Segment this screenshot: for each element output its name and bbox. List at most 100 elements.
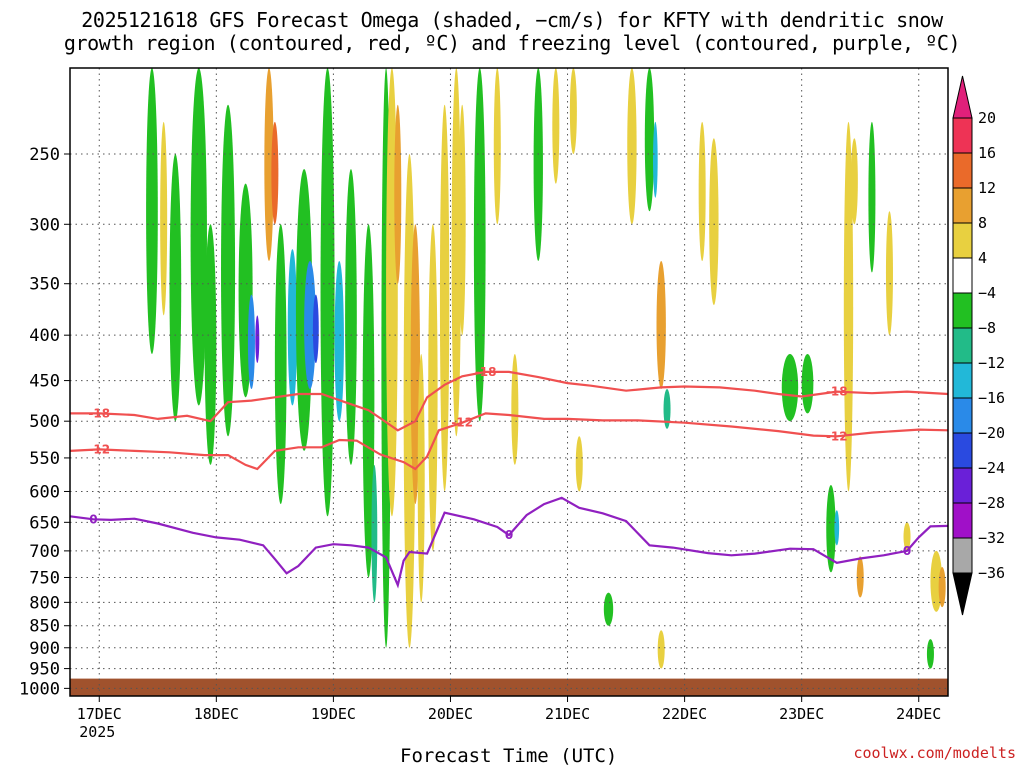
y-tick-label: 750 [29,568,60,588]
omega-shading-layer [146,68,946,669]
omega-shade-patch [698,121,706,262]
chart-title-line-2: growth region (contoured, red, ºC) and f… [63,31,961,55]
omega-shade-patch [271,121,279,225]
x-axis-label: Forecast Time (UTC) [400,745,618,767]
y-tick-label: 300 [29,215,60,235]
colorbar-tick-label: −8 [978,319,996,337]
omega-shade-patch [334,261,344,422]
terrain-surface [70,678,948,696]
colorbar-swatch [952,432,973,469]
omega-shade-patch [371,464,378,603]
omega-shade-patch [826,484,836,573]
omega-shade-patch [533,68,543,262]
omega-shade-patch [410,224,421,505]
colorbar: 20 16 12 8 4 −4 −8 −12 −16 −20 −24 −28 −32 −36 [952,75,1005,616]
omega-shade-patch [287,249,298,406]
omega-shade-patch [843,121,854,492]
colorbar-tick-label: −24 [978,459,1005,477]
omega-shade-patch [781,353,799,422]
colorbar-tick-label: −32 [978,529,1005,547]
colorbar-tick-label: −4 [978,284,996,302]
omega-shade-patch [627,68,637,225]
omega-shade-patch [552,68,560,184]
omega-shade-patch [458,104,466,336]
contour-label: -12 [826,429,848,443]
omega-shade-patch [926,639,934,669]
contour-label: 0 [505,528,513,542]
temperature-contours: -18 -18 -18 -12 -12 -12 0 0 0 [69,365,949,589]
contour-label: 0 [903,544,911,558]
omega-shade-patch [868,121,876,273]
y-tick-label: 1000 [19,679,60,699]
colorbar-swatch [952,152,973,189]
contour-label: -12 [88,442,110,456]
omega-shade-patch [304,261,316,390]
colorbar-tick-label: 4 [978,249,987,267]
colorbar-swatch [952,187,973,224]
colorbar-tick-label: 16 [978,144,996,162]
colorbar-tick-label: −20 [978,424,1005,442]
omega-shade-patch [417,353,425,603]
colorbar-swatch [952,117,973,154]
omega-shade-patch [834,510,840,546]
plot-frame [69,67,949,697]
x-tick-label: 22DEC [662,705,707,723]
colorbar-swatch [952,537,973,574]
y-tick-label: 600 [29,482,60,502]
colorbar-bottom-arrow [952,572,973,616]
omega-shade-patch [320,68,335,517]
colorbar-swatch [952,327,973,364]
credit-link[interactable]: coolwx.com/modelts [853,744,1016,762]
colorbar-swatch [952,397,973,434]
omega-shade-patch [903,522,911,551]
contour-label: -18 [475,365,497,379]
colorbar-top-arrow [952,75,973,119]
omega-shade-patch [274,224,287,505]
omega-shade-patch [439,104,450,492]
x-tick-label: 17DEC [77,705,122,723]
omega-shade-patch [204,224,217,465]
x-tick-label: 18DEC [194,705,239,723]
y-tick-label: 650 [29,513,60,533]
y-tick-label: 700 [29,542,60,562]
colorbar-tick-label: −16 [978,389,1005,407]
contour-label: 0 [89,512,97,526]
colorbar-tick-label: 8 [978,214,987,232]
omega-shade-patch [247,294,255,390]
omega-shade-patch [709,138,719,306]
y-tick-label: 900 [29,639,60,659]
omega-shade-patch [190,68,207,406]
y-tick-label: 400 [29,326,60,346]
y-tick-label: 250 [29,145,60,165]
omega-shade-patch [644,68,655,212]
omega-shade-patch [169,154,182,422]
omega-shade-patch [428,224,438,551]
y-tick-label: 450 [29,372,60,392]
omega-shade-patch [575,436,583,492]
colorbar-tick-label: 12 [978,179,996,197]
terrain-fill [70,678,948,696]
omega-shade-patch [451,68,462,437]
omega-shade-patch [569,68,577,155]
omega-shade-patch [146,68,158,354]
colorbar-swatch [952,362,973,399]
y-tick-label: 950 [29,660,60,680]
x-tick-label: 21DEC [545,705,590,723]
x-tick-label: 19DEC [311,705,356,723]
contour-label: -12 [451,416,473,430]
omega-shade-patch [160,121,168,316]
colorbar-swatch [952,467,973,504]
x-tick-label: 23DEC [779,705,824,723]
omega-shade-patch [603,592,614,626]
y-tick-label: 800 [29,593,60,613]
omega-shade-patch [856,556,864,598]
contour-line-minus18 [70,370,949,432]
colorbar-tick-label: −12 [978,354,1005,372]
omega-shade-patch [312,294,319,364]
omega-shade-patch [938,567,946,608]
omega-shade-patch [345,169,357,465]
y-tick-label: 500 [29,412,60,432]
contour-line-minus12 [69,412,949,471]
